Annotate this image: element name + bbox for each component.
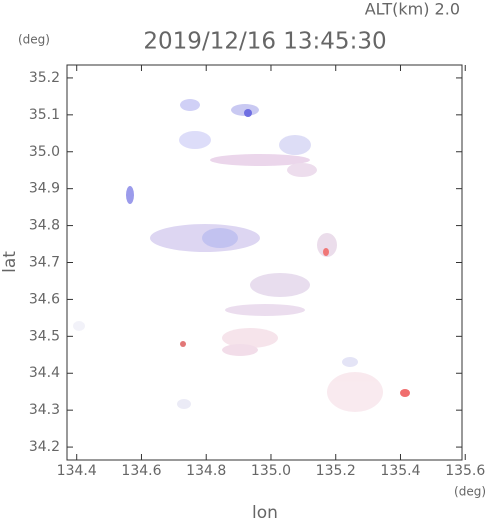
y-tick-label: 34.8 [29, 218, 60, 234]
x-tick-label: 135.2 [316, 463, 356, 479]
y-tick-label: 35.0 [29, 144, 60, 160]
y-tick-label: 34.4 [29, 365, 60, 381]
y-unit: (deg) [18, 33, 50, 47]
chart-title: 2019/12/16 13:45:30 [143, 29, 386, 55]
x-tick-label: 134.6 [121, 463, 161, 479]
y-tick-label: 34.5 [29, 328, 60, 344]
x-tick-label: 134.8 [186, 463, 226, 479]
echo-blobs [73, 99, 410, 412]
axes: 134.4 134.6 134.8 135.0 135.2 135.4 135.6 34.2 3… [29, 65, 485, 479]
x-tick-label: 135.4 [380, 463, 420, 479]
y-tick-label: 34.2 [29, 439, 60, 455]
y-tick-label: 34.9 [29, 181, 60, 197]
x-unit: (deg) [454, 485, 486, 499]
y-tick-label: 34.7 [29, 255, 60, 271]
x-tick-label: 134.4 [57, 463, 97, 479]
plot-frame [66, 64, 463, 461]
x-axis-label: lon [252, 503, 278, 521]
altitude-label: ALT(km) 2.0 [365, 0, 460, 19]
x-tick-label: 135.6 [445, 463, 485, 479]
x-tick-label: 135.0 [251, 463, 291, 479]
y-tick-label: 34.3 [29, 402, 60, 418]
y-tick-label: 35.2 [29, 70, 60, 86]
y-axis-label: lat [0, 251, 20, 273]
y-tick-label: 35.1 [29, 107, 60, 123]
y-tick-label: 34.6 [29, 291, 60, 307]
